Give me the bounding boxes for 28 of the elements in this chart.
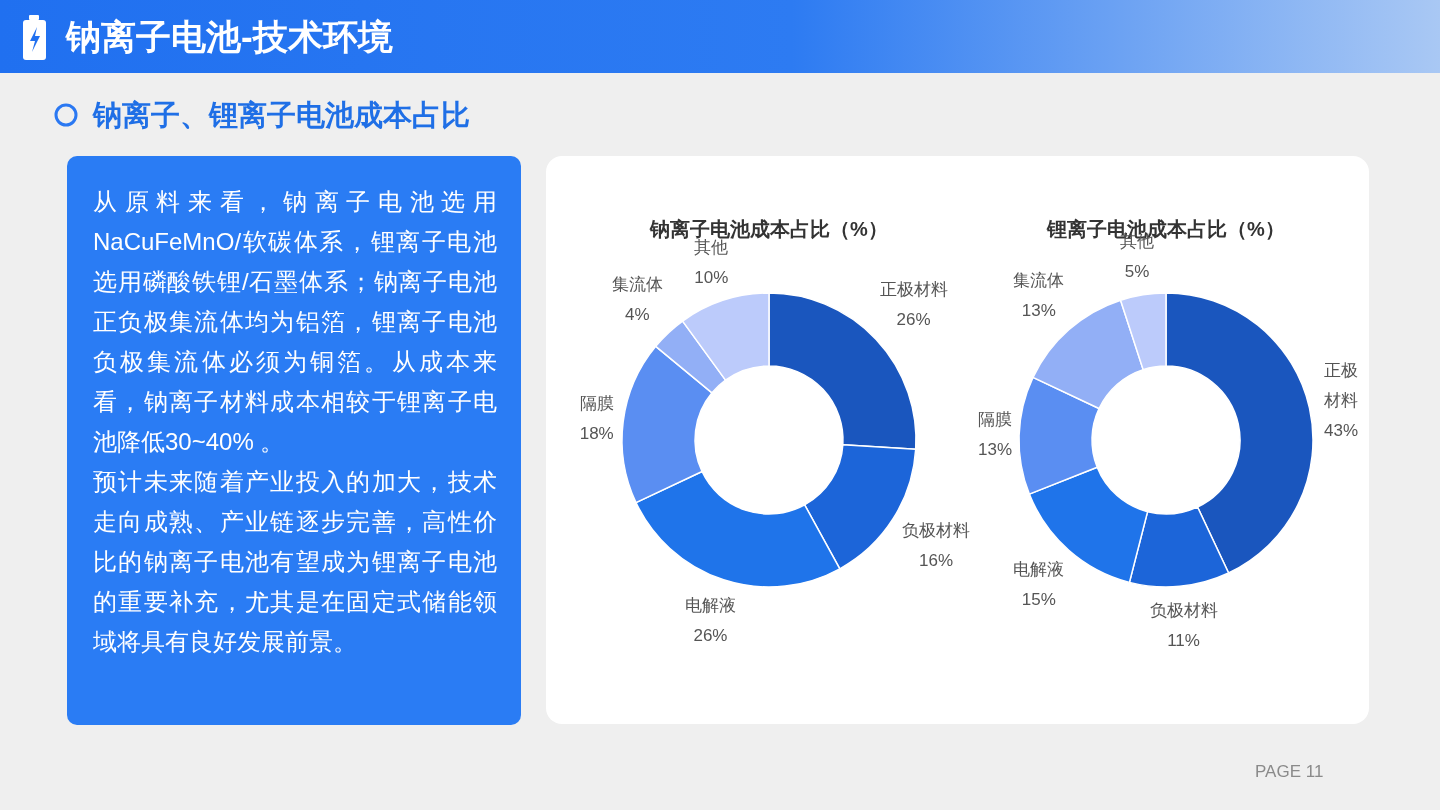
- slice-label: 电解液: [1013, 559, 1065, 579]
- slice-label: 正极材料: [879, 279, 948, 299]
- text: 预计未来随着产业投入的加大，技术走向成熟、产业链逐步完善，高性价比的钠离子电池有望成为锂离子电池的重要补充，尤其是在固定式储能领域将具有良好发展前景。: [93, 467, 497, 657]
- slice-label: 隔膜: [579, 393, 614, 413]
- data-label: 11%: [1167, 630, 1201, 650]
- data-label: 4%: [624, 305, 650, 325]
- slice-label: 电解液: [684, 595, 736, 615]
- slice-label: 隔膜: [978, 410, 1013, 430]
- data-label: 13%: [978, 440, 1013, 460]
- data-label: 5%: [1124, 262, 1150, 282]
- text: PAGE 11: [1255, 761, 1324, 783]
- slice-label: 负极材料: [901, 521, 970, 541]
- text: 钠离子电池-技术环境: [66, 16, 393, 58]
- data-label: 10%: [694, 267, 729, 287]
- data-label: 15%: [1022, 589, 1057, 609]
- slice-label: 正极材料: [1323, 361, 1359, 411]
- text: 钠离子、锂离子电池成本占比: [93, 98, 470, 133]
- text: 从原料来看，钠离子电池选用NaCuFeMnO/软碳体系，锂离子电池选用磷酸铁锂/石墨体系；钠离子电池正负极集流体均为铝箔，锂离子电池负极集流体必须为铜箔。从成本来看，钠离子材料成本相较于锂离子电池降低30~40% 。: [93, 187, 497, 457]
- slice-label: 集流体: [1013, 271, 1065, 291]
- data-label: 26%: [896, 309, 931, 329]
- data-label: 26%: [693, 625, 728, 645]
- data-label: 16%: [918, 551, 953, 571]
- slice-label: 集流体: [611, 275, 663, 295]
- slice-label: 负极材料: [1149, 600, 1218, 620]
- data-label: 18%: [579, 423, 614, 443]
- chart-title: 钠离子电池成本占比（%）: [648, 218, 888, 240]
- data-label: 43%: [1324, 421, 1359, 441]
- data-label: 13%: [1022, 301, 1057, 321]
